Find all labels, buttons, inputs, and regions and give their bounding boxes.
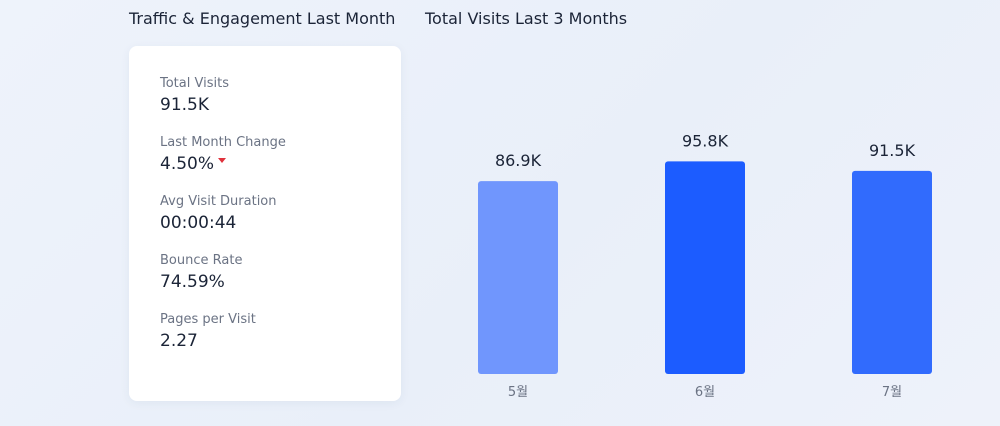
trend-down-icon (218, 157, 227, 163)
bar-value-label: 86.9K (495, 151, 542, 170)
stat-label: Pages per Visit (160, 312, 256, 327)
stat-value: 4.50% (160, 154, 215, 174)
stat-value: 00:00:44 (160, 213, 237, 233)
total-visits-chart-title: Total Visits Last 3 Months (425, 9, 628, 28)
stat-label: Bounce Rate (160, 253, 243, 268)
bar-value-label: 95.8K (682, 131, 729, 150)
traffic-engagement-title: Traffic & Engagement Last Month (129, 9, 396, 28)
stat-value: 74.59% (160, 272, 225, 292)
stat-total-visits: Total Visits 91.5K (160, 76, 229, 116)
stat-value: 91.5K (160, 95, 209, 115)
stat-avg-visit-duration: Avg Visit Duration 00:00:44 (160, 194, 277, 234)
stat-pages-per-visit: Pages per Visit 2.27 (160, 312, 256, 352)
x-tick-label: 7월 (882, 385, 902, 400)
bar-3[interactable] (852, 170, 932, 374)
stat-label: Avg Visit Duration (160, 194, 277, 209)
chart-canvas: 86.9K 5월 95.8K 6월 91.5K 7월 (478, 131, 932, 400)
bar-1[interactable] (478, 181, 558, 374)
stat-value: 2.27 (160, 331, 198, 351)
stat-label: Total Visits (160, 76, 229, 91)
x-tick-label: 5월 (508, 385, 528, 400)
stat-bounce-rate: Bounce Rate 74.59% (160, 253, 242, 293)
traffic-engagement-card: Total Visits 91.5K Last Month Change 4.5… (129, 46, 401, 401)
bar-value-label: 91.5K (869, 141, 916, 160)
stat-last-month-change: Last Month Change 4.50% (160, 135, 286, 175)
x-tick-label: 6월 (695, 385, 715, 400)
stat-label: Last Month Change (160, 135, 286, 150)
bar-2[interactable] (665, 161, 745, 374)
total-visits-bar-chart: 86.9K 5월 95.8K 6월 91.5K 7월 (425, 36, 985, 416)
